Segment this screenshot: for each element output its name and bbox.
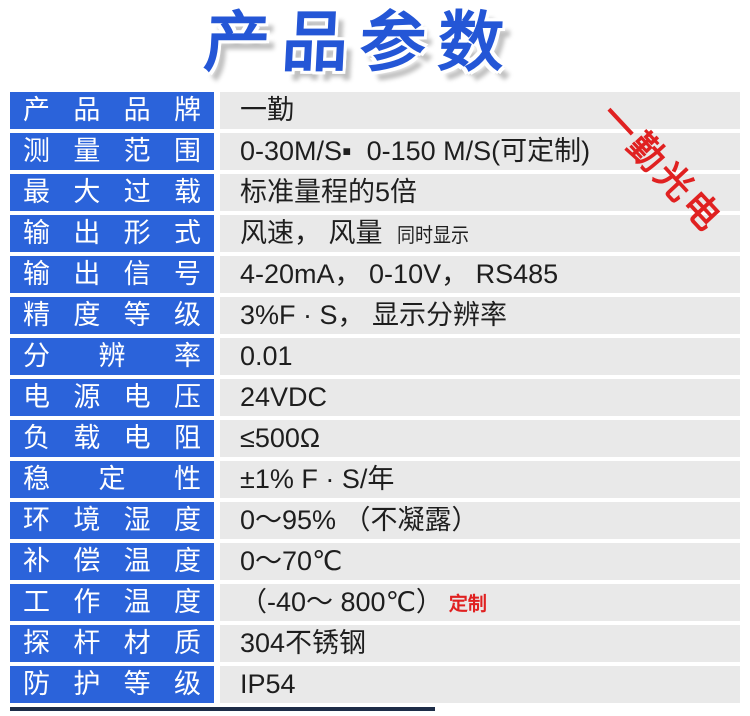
row-value: （-40～ 800℃） xyxy=(240,587,443,617)
row-label: 输出信号 xyxy=(10,256,214,293)
row-label: 环境湿度 xyxy=(10,502,214,539)
row-value: 一勤 xyxy=(240,95,294,125)
row-value: 4-20mA， 0-10V， RS485 xyxy=(240,259,559,289)
row-value-cell: ≤500Ω xyxy=(220,420,740,457)
row-label: 最大过载 xyxy=(10,174,214,211)
row-label: 产品品牌 xyxy=(10,92,214,129)
row-label: 分辨率 xyxy=(10,338,214,375)
row-value-cell: ±1% F · S/年 xyxy=(220,461,740,498)
row-value-cell: 304不锈钢 xyxy=(220,625,740,662)
table-row: 工作温度 （-40～ 800℃） 定制 xyxy=(10,584,740,621)
table-row: 探杆材质 304不锈钢 xyxy=(10,625,740,662)
row-note: 定制 xyxy=(448,594,487,615)
table-row: 输出形式 风速， 风量 同时显示 xyxy=(10,215,740,252)
row-value-cell: 标准量程的5倍 xyxy=(220,174,740,211)
row-value-cell: 0～70℃ xyxy=(220,543,740,580)
row-value: 标准量程的5倍 xyxy=(240,177,418,207)
table-row: 稳定性 ±1% F · S/年 xyxy=(10,461,740,498)
row-value-cell: 0.01 xyxy=(220,338,740,375)
table-row: 测量范围 0-30M/S▪ 0-150 M/S(可定制) xyxy=(10,133,740,170)
row-label: 输出形式 xyxy=(10,215,214,252)
row-label: 测量范围 xyxy=(10,133,214,170)
row-value: ±1% F · S/年 xyxy=(240,464,395,494)
row-value: 24VDC xyxy=(240,382,328,412)
row-label: 防护等级 xyxy=(10,666,214,703)
table-row: 电源电压 24VDC xyxy=(10,379,740,416)
row-note: 同时显示 xyxy=(396,225,469,247)
row-label: 补偿温度 xyxy=(10,543,214,580)
row-label: 电源电压 xyxy=(10,379,214,416)
row-value-cell: （-40～ 800℃） 定制 xyxy=(220,584,740,621)
row-value: 0～95% （不凝露） xyxy=(240,505,479,535)
row-label: 精度等级 xyxy=(10,297,214,334)
table-row: 负载电阻 ≤500Ω xyxy=(10,420,740,457)
row-value-cell: 24VDC xyxy=(220,379,740,416)
row-label: 探杆材质 xyxy=(10,625,214,662)
row-value-cell: 风速， 风量 同时显示 xyxy=(220,215,740,252)
row-label: 工作温度 xyxy=(10,584,214,621)
row-value: ≤500Ω xyxy=(240,423,321,453)
row-value-cell: IP54 xyxy=(220,666,740,703)
spec-table: 产品品牌 一勤 测量范围 0-30M/S▪ 0-150 M/S(可定制) 最大过… xyxy=(10,92,740,707)
row-value-cell: 一勤 xyxy=(220,92,740,129)
row-value: 风速， 风量 xyxy=(240,218,383,248)
row-value-cell: 4-20mA， 0-10V， RS485 xyxy=(220,256,740,293)
row-value: IP54 xyxy=(240,669,296,699)
row-value: 0.01 xyxy=(240,341,293,371)
table-row: 分辨率 0.01 xyxy=(10,338,740,375)
row-label: 稳定性 xyxy=(10,461,214,498)
bottom-divider xyxy=(10,707,435,711)
row-value: 3%F · S， 显示分辨率 xyxy=(240,300,508,330)
row-value-cell: 3%F · S， 显示分辨率 xyxy=(220,297,740,334)
page-title: 产品参数 xyxy=(201,5,518,79)
row-value: 0-30M/S▪ 0-150 M/S(可定制) xyxy=(240,136,591,166)
table-row: 精度等级 3%F · S， 显示分辨率 xyxy=(10,297,740,334)
row-value-cell: 0～95% （不凝露） xyxy=(220,502,740,539)
table-row: 产品品牌 一勤 xyxy=(10,92,740,129)
row-label: 负载电阻 xyxy=(10,420,214,457)
row-value: 0～70℃ xyxy=(240,546,343,576)
table-row: 补偿温度 0～70℃ xyxy=(10,543,740,580)
table-row: 最大过载 标准量程的5倍 xyxy=(10,174,740,211)
table-row: 输出信号 4-20mA， 0-10V， RS485 xyxy=(10,256,740,293)
table-row: 防护等级 IP54 xyxy=(10,666,740,703)
table-row: 环境湿度 0～95% （不凝露） xyxy=(10,502,740,539)
row-value-cell: 0-30M/S▪ 0-150 M/S(可定制) xyxy=(220,133,740,170)
row-value: 304不锈钢 xyxy=(240,628,367,658)
title-bar: 产品参数 xyxy=(0,0,750,88)
